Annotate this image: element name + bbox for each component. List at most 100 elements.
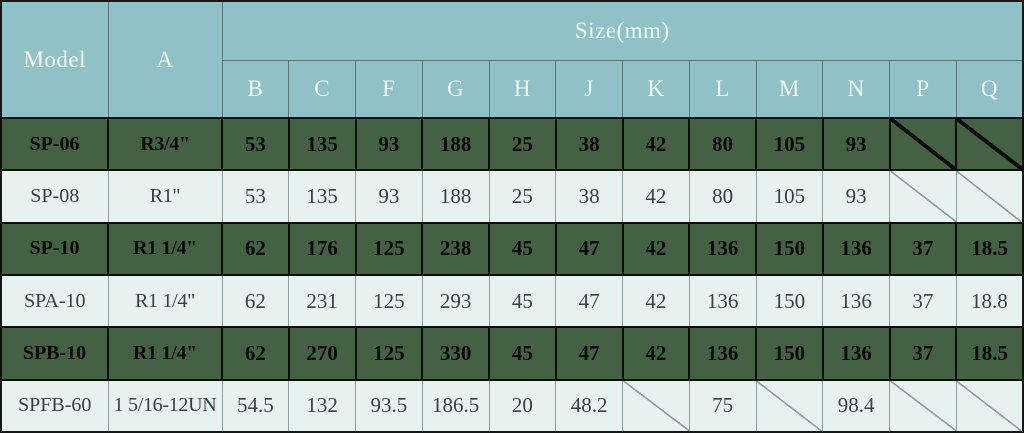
table-row-sp-10: SP-10 R1 1/4" 62 176 125 238 45 47 42 136 150 136 37…	[0, 221, 1024, 276]
cell-Q-empty-diagonal	[955, 116, 1024, 172]
cell-N: 136	[822, 274, 890, 328]
cell-N: 136	[821, 326, 891, 381]
cell-a: R1 1/4"	[107, 221, 223, 276]
cell-K-empty-diagonal	[622, 379, 690, 433]
cell-K: 42	[621, 116, 691, 172]
cell-J: 48.2	[555, 379, 623, 433]
cell-B: 62	[221, 221, 290, 276]
table-row-sp-08: SP-08 R1" 53 135 93 188 25 38 42 80 105 93	[0, 169, 1024, 224]
cell-F: 125	[355, 274, 423, 328]
header-col-F: F	[355, 59, 423, 119]
header-row-top: Model A Size(mm)	[0, 0, 1024, 119]
header-a: A	[107, 0, 223, 119]
cell-L: 136	[688, 326, 757, 381]
cell-K: 42	[621, 221, 691, 276]
cell-B: 53	[221, 169, 290, 224]
header-col-L: L	[688, 59, 757, 119]
cell-M: 105	[755, 116, 824, 172]
cell-F: 125	[354, 326, 424, 381]
cell-P-empty-diagonal	[889, 169, 957, 224]
cell-B: 54.5	[221, 379, 290, 433]
cell-H: 25	[488, 169, 557, 224]
cell-J: 47	[554, 326, 624, 381]
cell-Q: 18.8	[955, 274, 1024, 328]
header-size-group: Size(mm)	[221, 0, 1024, 61]
cell-J: 47	[555, 274, 623, 328]
header-model: Model	[0, 0, 109, 119]
cell-H: 25	[488, 116, 557, 172]
cell-G: 186.5	[421, 379, 490, 433]
table-row-spfb-60: SPFB-60 1 5/16-12UN 54.5 132 93.5 186.5 20 48.2…	[0, 379, 1024, 433]
cell-H: 45	[488, 221, 557, 276]
cell-H: 45	[488, 326, 557, 381]
cell-L: 80	[688, 116, 757, 172]
cell-Q: 18.5	[955, 326, 1024, 381]
cell-K: 42	[622, 169, 690, 224]
cell-a: R1 1/4"	[107, 274, 223, 328]
table-row-sp-06: SP-06 R3/4" 53 135 93 188 25 38 42 80 105 93	[0, 116, 1024, 172]
cell-M: 150	[755, 274, 824, 328]
cell-L: 80	[688, 169, 757, 224]
cell-M: 105	[755, 169, 824, 224]
cell-model: SP-06	[0, 116, 109, 172]
header-col-B: B	[221, 59, 290, 119]
cell-H: 20	[488, 379, 557, 433]
cell-model: SP-10	[0, 221, 109, 276]
header-col-G: G	[421, 59, 490, 119]
cell-H: 45	[488, 274, 557, 328]
cell-L: 136	[688, 221, 757, 276]
cell-Q-empty-diagonal	[955, 379, 1024, 433]
cell-B: 53	[221, 116, 290, 172]
cell-Q: 18.5	[955, 221, 1024, 276]
cell-F: 93	[354, 116, 424, 172]
cell-F: 125	[354, 221, 424, 276]
cell-C: 135	[287, 116, 357, 172]
cell-Q-empty-diagonal	[955, 169, 1024, 224]
cell-G: 238	[421, 221, 490, 276]
cell-B: 62	[221, 326, 290, 381]
header-col-Q: Q	[955, 59, 1024, 119]
cell-model: SPB-10	[0, 326, 109, 381]
cell-C: 231	[288, 274, 356, 328]
cell-N: 136	[821, 221, 891, 276]
cell-G: 188	[421, 116, 490, 172]
cell-N: 98.4	[822, 379, 890, 433]
cell-M: 150	[755, 221, 824, 276]
cell-P: 37	[888, 221, 958, 276]
header-col-P: P	[889, 59, 957, 119]
cell-a: R1"	[107, 169, 223, 224]
cell-C: 270	[287, 326, 357, 381]
cell-K: 42	[621, 326, 691, 381]
cell-C: 176	[287, 221, 357, 276]
cell-P: 37	[889, 274, 957, 328]
cell-F: 93	[355, 169, 423, 224]
cell-P: 37	[888, 326, 958, 381]
cell-model: SPA-10	[0, 274, 109, 328]
cell-C: 135	[288, 169, 356, 224]
cell-N: 93	[821, 116, 891, 172]
cell-L: 136	[688, 274, 757, 328]
cell-F: 93.5	[355, 379, 423, 433]
cell-L: 75	[688, 379, 757, 433]
cell-G: 330	[421, 326, 490, 381]
header-col-N: N	[822, 59, 890, 119]
cell-N: 93	[822, 169, 890, 224]
cell-a: 1 5/16-12UN	[107, 379, 223, 433]
cell-K: 42	[622, 274, 690, 328]
cell-B: 62	[221, 274, 290, 328]
cell-model: SPFB-60	[0, 379, 109, 433]
cell-M-empty-diagonal	[755, 379, 824, 433]
cell-J: 38	[555, 169, 623, 224]
cell-G: 293	[421, 274, 490, 328]
cell-J: 38	[554, 116, 624, 172]
header-col-K: K	[622, 59, 690, 119]
header-col-M: M	[755, 59, 824, 119]
cell-a: R1 1/4"	[107, 326, 223, 381]
cell-G: 188	[421, 169, 490, 224]
header-col-C: C	[288, 59, 356, 119]
cell-J: 47	[554, 221, 624, 276]
